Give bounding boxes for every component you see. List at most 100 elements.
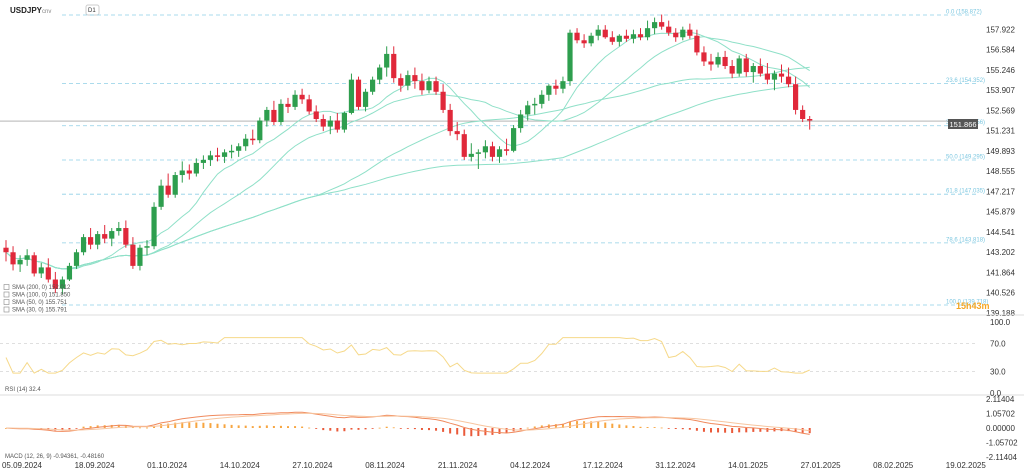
macd-histogram-bar <box>75 428 78 429</box>
candle <box>518 109 524 133</box>
macd-histogram-bar <box>759 428 762 432</box>
macd-histogram-bar <box>237 425 240 428</box>
macd-histogram-bar <box>569 421 571 428</box>
price-axis: 157.922 156.584 155.246 153.907 152.569 151.2… <box>948 25 1015 318</box>
candle <box>616 34 622 47</box>
macd-histogram-bar <box>350 428 353 430</box>
candle <box>623 29 629 42</box>
candle <box>757 58 763 77</box>
candle <box>250 129 256 145</box>
candle <box>327 115 333 135</box>
candle <box>45 258 51 283</box>
macd-histogram-bar <box>787 428 790 432</box>
candle <box>644 20 651 41</box>
candle <box>52 271 58 294</box>
x-tick-label: 17.12.2024 <box>583 461 624 470</box>
macd-histogram-bar <box>639 426 642 428</box>
candle <box>236 143 242 157</box>
candle <box>362 88 369 112</box>
candle <box>454 122 460 141</box>
y-tick-label: 151.231 <box>986 127 1015 136</box>
legend-swatch[interactable] <box>3 291 10 298</box>
candle <box>299 88 305 104</box>
candle <box>440 84 446 113</box>
candle <box>165 173 171 198</box>
macd-histogram-bar <box>477 428 480 437</box>
macd-histogram-bar <box>131 427 134 429</box>
macd-histogram-bar <box>801 428 804 433</box>
candle <box>778 64 785 83</box>
macd-histogram-bar <box>216 423 219 428</box>
macd-histogram-bar <box>287 426 289 428</box>
macd-histogram-bar <box>540 425 543 428</box>
macd-histogram-bar <box>674 428 677 430</box>
macd-histogram-bar <box>195 422 198 428</box>
candle <box>123 220 129 248</box>
macd-histogram-bar <box>251 426 254 428</box>
header: USDJPY cnv D1 <box>10 4 100 16</box>
candle <box>793 76 799 115</box>
candle <box>447 103 453 136</box>
legend: SMA (200, 0) 152.012 SMA (100, 0) 151.850… <box>3 284 71 314</box>
legend-item: SMA (30, 0) 155.791 <box>12 308 68 314</box>
candle <box>482 140 488 159</box>
macd-histogram-bar <box>82 426 85 428</box>
macd-histogram-bar <box>96 425 99 428</box>
macd-histogram-bar <box>505 428 508 434</box>
candle <box>130 237 136 269</box>
candle <box>525 100 531 121</box>
candle <box>95 231 101 250</box>
macd-tick-label: 1.05702 <box>986 410 1015 419</box>
x-tick-label: 08.02.2025 <box>873 461 914 470</box>
y-tick-label: 156.584 <box>986 46 1015 55</box>
candle <box>151 202 157 250</box>
candle <box>306 94 312 115</box>
candle <box>532 97 538 115</box>
candle <box>553 79 559 95</box>
fib-level-label: 50.0 (149.295) <box>946 154 985 160</box>
last-price-label: 151.866 <box>949 120 976 129</box>
candle <box>59 276 65 295</box>
candle <box>771 70 778 91</box>
macd-histogram-bar <box>533 426 536 428</box>
candle <box>109 228 115 247</box>
macd-histogram-bar <box>498 428 501 434</box>
y-tick-label: 144.541 <box>986 228 1015 237</box>
legend-swatch[interactable] <box>3 284 10 290</box>
candle <box>764 62 770 85</box>
candle <box>468 143 474 162</box>
y-tick-label: 147.217 <box>986 187 1015 196</box>
macd-histogram-bar <box>336 428 339 432</box>
macd-tick-label: 0.00000 <box>986 424 1015 433</box>
legend-swatch[interactable] <box>3 299 10 305</box>
candle <box>433 76 439 95</box>
legend-item: SMA (100, 0) 151.850 <box>12 293 71 299</box>
macd-histogram-bar <box>392 427 395 429</box>
macd-histogram-bar <box>590 421 593 428</box>
candle <box>3 240 9 262</box>
candle <box>384 46 390 77</box>
macd-histogram-bar <box>308 427 311 429</box>
macd-histogram-bar <box>611 423 614 428</box>
x-tick-label: 31.12.2024 <box>655 461 696 470</box>
macd-histogram-bar <box>117 424 120 428</box>
candle <box>694 29 700 56</box>
macd-histogram-bar <box>738 428 741 433</box>
candle <box>581 34 587 48</box>
candle <box>715 52 721 68</box>
candle <box>243 134 249 151</box>
macd-histogram-bar <box>371 428 374 429</box>
x-tick-label: 04.12.2024 <box>510 461 551 470</box>
macd-histogram-bar <box>89 426 92 428</box>
macd-histogram-bar <box>406 428 409 429</box>
candle <box>158 179 164 210</box>
macd-tick-label: 2.11404 <box>986 395 1015 404</box>
legend-item: SMA (200, 0) 152.012 <box>12 285 71 291</box>
macd-histogram-bar <box>745 428 748 433</box>
legend-swatch[interactable] <box>3 306 10 313</box>
macd-histogram-bar <box>420 428 423 430</box>
macd-histogram-bar <box>357 428 360 430</box>
candle <box>38 262 44 278</box>
macd-histogram-bar <box>167 423 170 428</box>
